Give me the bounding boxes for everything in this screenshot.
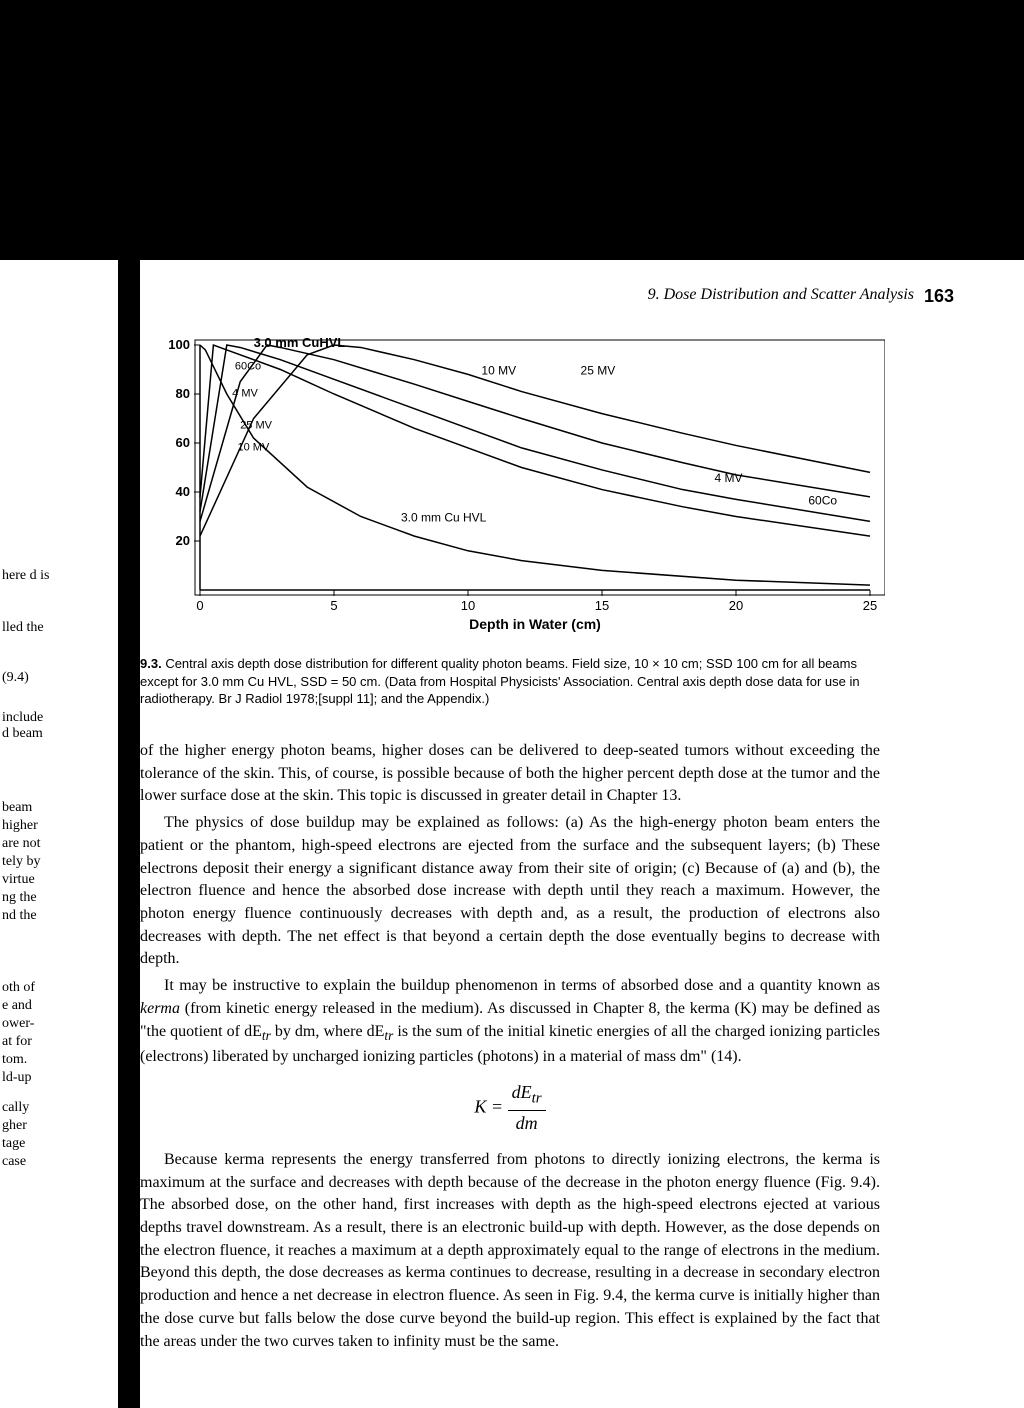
svg-text:4 MV: 4 MV (232, 387, 258, 399)
para-1: of the higher energy photon beams, highe… (140, 740, 880, 808)
svg-text:60Co: 60Co (235, 361, 261, 373)
margin-fragment: cally (2, 1100, 29, 1116)
svg-text:25 MV: 25 MV (581, 363, 616, 377)
svg-text:60Co: 60Co (808, 493, 837, 507)
svg-text:25 MV: 25 MV (240, 419, 272, 431)
svg-text:40: 40 (176, 484, 190, 499)
svg-text:25: 25 (863, 598, 877, 613)
svg-text:20: 20 (176, 533, 190, 548)
margin-fragment: (9.4) (2, 670, 29, 686)
margin-fragment: e and (2, 998, 32, 1014)
para-4: Because kerma represents the energy tran… (140, 1149, 880, 1353)
margin-fragment: ng the (2, 890, 37, 906)
margin-fragment: are not (2, 836, 40, 852)
margin-fragment: gher (2, 1118, 27, 1134)
svg-text:0: 0 (196, 598, 203, 613)
p3-tr2: tr (384, 1028, 393, 1043)
figure-caption: 9.3. Central axis depth dose distributio… (140, 655, 880, 708)
margin-fragment: tely by (2, 854, 41, 870)
margin-fragment: oth of (2, 980, 35, 996)
margin-fragment: include (2, 710, 43, 726)
para-3: It may be instructive to explain the bui… (140, 975, 880, 1068)
p3-kerma: kerma (140, 1000, 180, 1017)
svg-text:Depth in Water (cm): Depth in Water (cm) (469, 616, 601, 632)
margin-fragment: tage (2, 1136, 25, 1152)
running-header: 9. Dose Distribution and Scatter Analysi… (648, 286, 914, 304)
margin-fragment: at for (2, 1034, 32, 1050)
p3-a: It may be instructive to explain the bui… (164, 977, 880, 994)
p3-c: by dm, where dE (271, 1023, 385, 1040)
margin-fragment: ld-up (2, 1070, 32, 1086)
margin-fragment: lled the (2, 620, 44, 636)
kerma-equation: K = dEtr dm (140, 1080, 880, 1136)
scan-black-strip (118, 260, 140, 1408)
svg-text:3.0 mm Cu HVL: 3.0 mm Cu HVL (401, 510, 487, 524)
p3-tr1: tr (262, 1028, 271, 1043)
margin-fragment: beam (2, 800, 32, 816)
margin-fragment: nd the (2, 908, 37, 924)
page-number: 163 (924, 286, 954, 307)
svg-text:15: 15 (595, 598, 609, 613)
svg-text:60: 60 (176, 435, 190, 450)
svg-text:10 MV: 10 MV (481, 363, 516, 377)
margin-fragment: higher (2, 818, 38, 834)
svg-text:20: 20 (729, 598, 743, 613)
eq-den: dm (508, 1111, 546, 1137)
svg-text:5: 5 (330, 598, 337, 613)
svg-text:10 MV: 10 MV (238, 441, 270, 453)
svg-text:3.0 mm CuHVL: 3.0 mm CuHVL (254, 335, 346, 350)
eq-lhs: K (474, 1097, 486, 1117)
svg-text:80: 80 (176, 386, 190, 401)
margin-fragment: virtue (2, 872, 35, 888)
figure-number: 9.3. (140, 656, 162, 671)
margin-fragment: tom. (2, 1052, 27, 1068)
depth-dose-chart: 0 5 10 15 20 25 20 40 60 80 100 3.0 mm Cu HVL 60Co 4 … (155, 335, 885, 635)
body-text: of the higher energy photon beams, highe… (140, 740, 880, 1357)
svg-text:10: 10 (461, 598, 475, 613)
scan-black-top (0, 0, 1024, 260)
eq-num-sub: tr (532, 1091, 542, 1107)
margin-fragment: d beam (2, 726, 43, 742)
caption-text: Central axis depth dose distribution for… (140, 656, 860, 706)
eq-num: dE (512, 1082, 532, 1102)
para-2: The physics of dose buildup may be expla… (140, 812, 880, 971)
margin-fragment: case (2, 1154, 26, 1170)
svg-text:100: 100 (168, 337, 190, 352)
margin-fragment: here d is (2, 568, 49, 584)
margin-fragment: ower- (2, 1016, 34, 1032)
